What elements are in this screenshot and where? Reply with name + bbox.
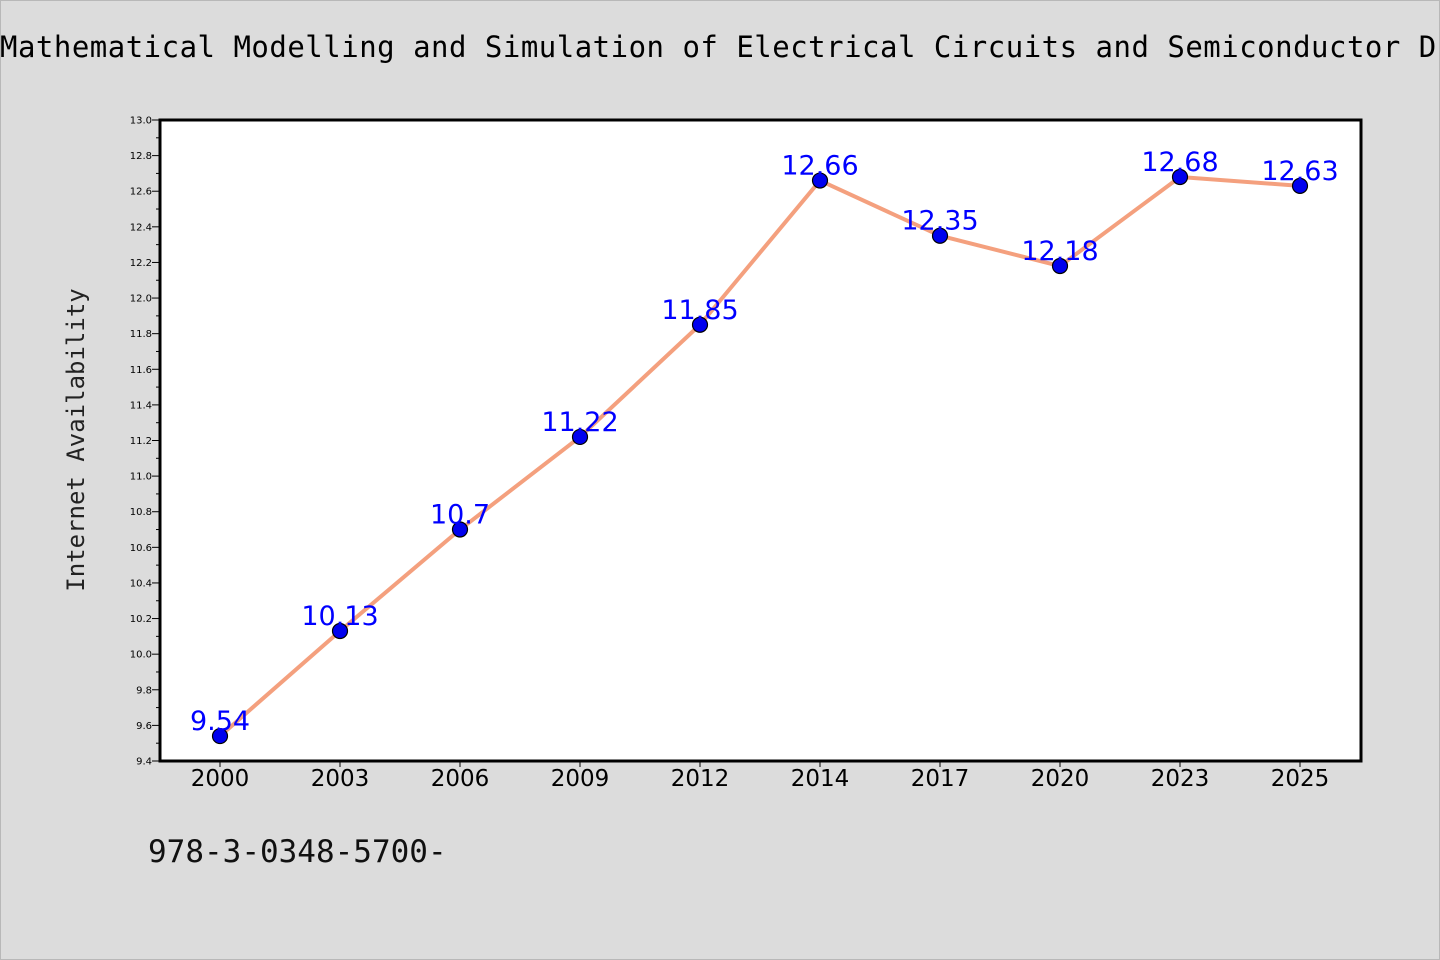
isbn-text: 978-3-0348-5700-: [148, 834, 447, 870]
chart-title: Mathematical Modelling and Simulation of…: [0, 30, 1437, 64]
y-tick-label: 11.4: [130, 400, 152, 411]
y-tick-label: 10.0: [130, 650, 152, 661]
x-tick-label: 2020: [1031, 766, 1090, 792]
data-point: [1291, 177, 1309, 194]
data-point: [451, 521, 469, 538]
y-tick-label: 9.4: [136, 757, 152, 768]
y-tick-label: 10.2: [130, 614, 152, 625]
y-tick-label: 9.6: [136, 721, 152, 732]
y-tick-label: 12.6: [130, 187, 152, 198]
y-tick-label: 11.6: [130, 365, 152, 376]
x-axis-ticks: 2000 2003 2006 2009 2012 2014 2017 2020 2023 2025: [191, 761, 1330, 792]
series-line: [218, 174, 1302, 739]
data-point: [691, 316, 709, 333]
data-label: 11.22: [541, 407, 618, 438]
x-tick-label: 2023: [1151, 766, 1210, 792]
data-point: [571, 428, 589, 446]
x-tick-label: 2012: [671, 766, 730, 792]
data-point: [1051, 257, 1069, 275]
y-tick-label: 12.8: [130, 151, 152, 162]
data-point: [211, 727, 229, 745]
plot-area: [158, 118, 1363, 763]
data-label: 12.18: [1021, 236, 1098, 267]
x-tick-label: 2014: [791, 766, 850, 792]
x-tick-label: 2025: [1271, 766, 1330, 792]
y-tick-label: 11.2: [130, 436, 152, 447]
y-axis-ticks: 9.4 9.6 9.8 10.0 10.2 10.4 10.6 10.8 11.0 11.2 11.…: [130, 116, 160, 768]
data-label: 10.13: [301, 601, 378, 632]
data-label: 12.63: [1261, 156, 1338, 187]
data-label: 12.35: [901, 206, 978, 237]
data-label: 11.85: [661, 295, 738, 326]
y-tick-label: 12.4: [130, 222, 152, 233]
data-point: [811, 172, 829, 189]
y-tick-label: 11.0: [130, 472, 152, 483]
data-point: [931, 227, 949, 244]
y-tick-label: 10.6: [130, 543, 152, 554]
y-tick-label: 11.8: [130, 329, 152, 340]
x-tick-label: 2003: [311, 766, 370, 792]
data-label: 12.68: [1141, 147, 1218, 178]
y-tick-label: 9.8: [136, 685, 152, 696]
data-series: [211, 168, 1309, 745]
data-label: 10.7: [430, 500, 490, 531]
y-tick-label: 12.2: [130, 258, 152, 269]
data-label: 12.66: [781, 151, 858, 182]
data-labels: 9.54 10.13 10.7 11.22 11.85 12.66 12.35 12.18 12…: [190, 147, 1339, 737]
y-tick-label: 13.0: [130, 116, 152, 127]
y-tick-label: 12.0: [130, 294, 152, 305]
data-label: 9.54: [190, 706, 250, 737]
data-point: [1171, 168, 1189, 186]
x-tick-label: 2006: [431, 766, 490, 792]
x-tick-label: 2009: [551, 766, 610, 792]
x-tick-label: 2000: [191, 766, 250, 792]
y-tick-label: 10.8: [130, 507, 152, 518]
x-tick-label: 2017: [911, 766, 970, 792]
data-point: [331, 622, 349, 640]
y-tick-label: 10.4: [130, 578, 152, 589]
